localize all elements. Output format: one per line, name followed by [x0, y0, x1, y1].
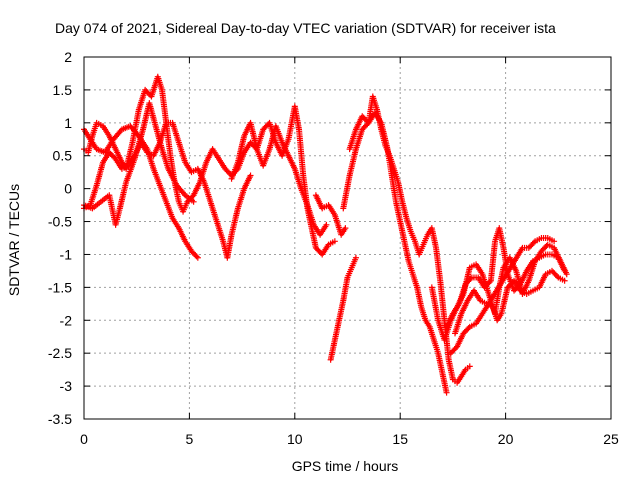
data-point — [194, 254, 201, 261]
data-point — [323, 221, 330, 228]
chart-title: Day 074 of 2021, Sidereal Day-to-day VTE… — [55, 20, 556, 36]
x-tick-label: 10 — [287, 431, 303, 447]
x-tick-label: 15 — [392, 431, 408, 447]
satellite-track-13 — [447, 235, 558, 357]
satellite-track-4 — [81, 100, 197, 228]
data-series — [81, 73, 570, 396]
axis-ticks: 0 5 10 15 20 25 -3.5 -3 -2.5 -2 -1.5 -1 -0.5 0 0.5 1 1.5… — [48, 49, 619, 447]
plot-frame — [83, 56, 612, 420]
data-point — [331, 238, 338, 245]
satellite-track-9 — [346, 109, 450, 396]
x-tick-label: 5 — [186, 431, 194, 447]
data-point — [551, 238, 558, 245]
data-point — [342, 225, 349, 232]
y-tick-label: -2 — [60, 312, 73, 328]
data-point — [466, 363, 473, 370]
data-point — [563, 271, 570, 278]
data-point — [443, 389, 450, 396]
satellite-track-1 — [81, 73, 338, 258]
satellite-track-2 — [81, 123, 201, 261]
y-tick-label: 2 — [64, 49, 72, 65]
data-point — [247, 172, 254, 179]
satellite-track-10 — [428, 241, 570, 344]
y-tick-label: 0 — [64, 181, 72, 197]
data-point-trail — [465, 325, 472, 332]
y-tick-label: -0.5 — [48, 214, 72, 230]
x-tick-label: 0 — [80, 431, 88, 447]
y-tick-label: 1.5 — [53, 82, 73, 98]
y-tick-label: -1 — [60, 246, 73, 262]
data-point — [190, 198, 197, 205]
y-tick-label: -1.5 — [48, 279, 72, 295]
satellite-track-8 — [340, 93, 473, 386]
satellite-track-6 — [312, 192, 349, 238]
x-axis-label: GPS time / hours — [292, 458, 399, 474]
satellite-track-12 — [452, 267, 568, 337]
y-tick-label: 1 — [64, 115, 72, 131]
data-point-trail — [467, 275, 474, 282]
x-tick-label: 20 — [498, 431, 514, 447]
data-point-trail — [554, 273, 561, 280]
y-axis-label: SDTVAR / TECUs — [6, 184, 22, 296]
y-tick-label: -3.5 — [48, 411, 72, 427]
data-point — [561, 267, 568, 274]
y-tick-label: -3 — [60, 378, 73, 394]
y-tick-label: -2.5 — [48, 345, 72, 361]
data-point — [352, 254, 359, 261]
satellite-track-5 — [228, 119, 330, 238]
x-tick-label: 25 — [603, 431, 619, 447]
data-point — [561, 277, 568, 284]
satellite-track-7 — [327, 254, 359, 363]
data-point-trail — [486, 279, 493, 286]
data-point-trail — [530, 239, 537, 246]
y-tick-label: 0.5 — [53, 148, 73, 164]
data-point-trail — [193, 253, 200, 260]
